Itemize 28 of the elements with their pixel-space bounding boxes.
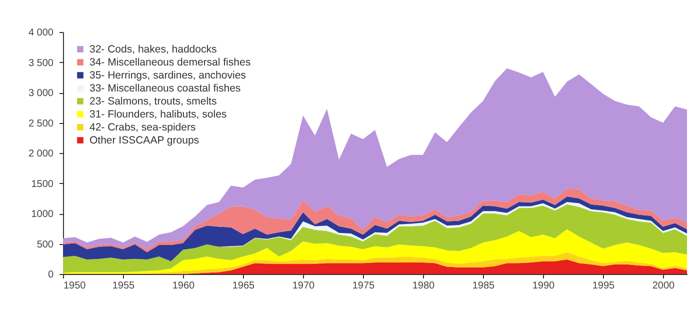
y-tick-label: 3 000 — [28, 88, 54, 99]
y-tick-label: 1500 — [31, 178, 54, 190]
x-tick-label: 1990 — [532, 280, 556, 292]
x-tick-label: 1995 — [592, 280, 616, 292]
legend-label: 32- Cods, hakes, haddocks — [90, 43, 217, 56]
legend-label: 35- Herrings, sardines, anchovies — [90, 69, 246, 82]
legend-label: 42- Crabs, sea-spiders — [90, 121, 196, 134]
x-tick-label: 2000 — [652, 280, 676, 292]
y-tick-label: 500 — [36, 239, 54, 250]
x-tick-label: 1970 — [292, 280, 316, 292]
legend-label: 34- Miscellaneous demersal fishes — [90, 56, 251, 68]
x-tick-label: 1975 — [352, 280, 376, 292]
y-tick-label: 3 500 — [28, 58, 54, 69]
x-tick-label: 1985 — [472, 280, 496, 292]
legend-label: 31- Flounders, halibuts, soles — [90, 108, 227, 120]
legend-label: Other ISSCAAP groups — [90, 134, 200, 146]
x-tick-label: 1980 — [412, 280, 436, 292]
y-tick-label: 2 000 — [28, 148, 54, 160]
x-tick-label: 1950 — [64, 280, 86, 292]
x-tick-label: 1960 — [172, 280, 196, 292]
legend-label: 23- Salmons, trouts, smelts — [90, 95, 217, 108]
y-tick-label: 2 500 — [28, 118, 54, 130]
legend-label: 33- Miscellaneous coastal fishes — [90, 82, 241, 94]
y-tick-label: 1000 — [31, 209, 54, 220]
x-tick-label: 1965 — [232, 280, 256, 292]
x-tick-label: 1955 — [112, 280, 136, 292]
y-tick-label: 4 000 — [28, 28, 54, 38]
y-tick-label: 0 — [48, 270, 54, 280]
